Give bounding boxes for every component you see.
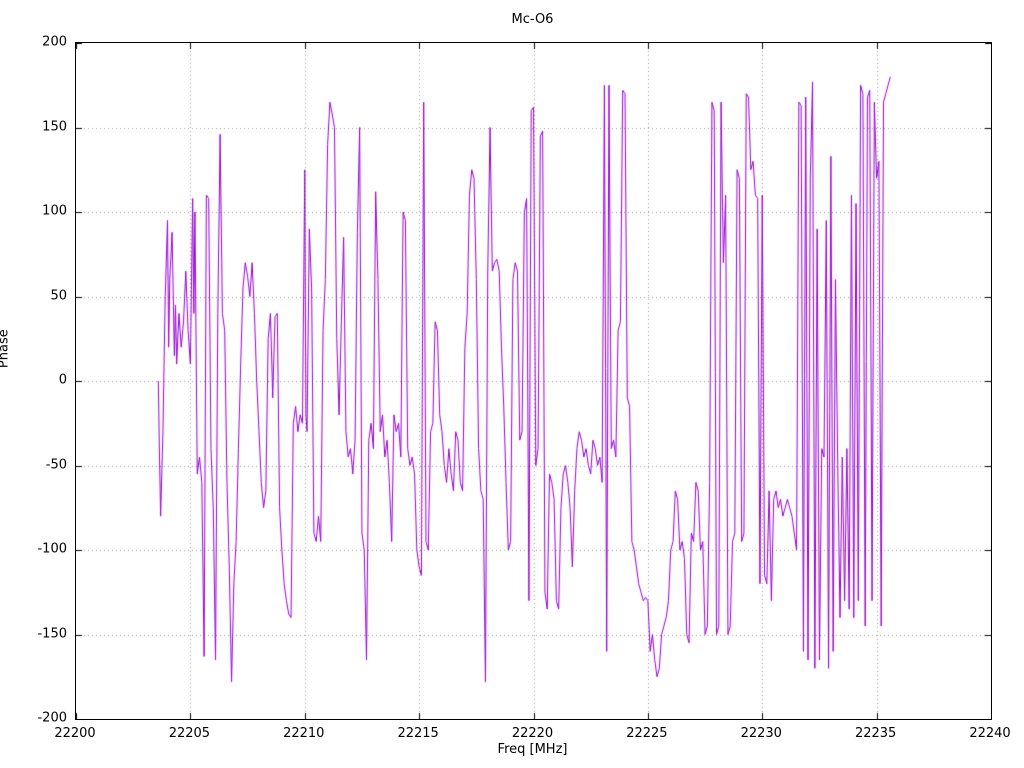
x-tick-label: 22235 bbox=[854, 726, 897, 741]
plot-area bbox=[75, 42, 992, 720]
y-tick-label: -150 bbox=[37, 626, 67, 641]
x-tick-label: 22210 bbox=[283, 726, 325, 741]
x-tick-label: 22200 bbox=[54, 726, 96, 741]
y-axis-label: Phase bbox=[0, 329, 12, 369]
y-tick-label: 0 bbox=[58, 372, 67, 388]
x-tick-label: 22215 bbox=[397, 726, 439, 741]
x-tick-label: 22220 bbox=[511, 726, 554, 741]
plot-canvas bbox=[76, 43, 991, 719]
y-tick-label: 100 bbox=[42, 203, 67, 219]
y-tick-label: -200 bbox=[37, 710, 67, 726]
x-tick-label: 22240 bbox=[969, 726, 1011, 741]
y-tick-label: -100 bbox=[37, 541, 67, 557]
x-tick-label: 22205 bbox=[168, 726, 211, 741]
chart-title: Mc-O6 bbox=[511, 12, 554, 27]
x-axis-label: Freq [MHz] bbox=[497, 742, 568, 757]
y-tick-label: 150 bbox=[42, 119, 67, 134]
x-tick-label: 22230 bbox=[740, 726, 782, 741]
y-tick-label: 50 bbox=[50, 288, 67, 303]
y-tick-label: -50 bbox=[45, 457, 67, 472]
x-tick-label: 22225 bbox=[626, 726, 668, 741]
y-tick-label: 200 bbox=[42, 34, 67, 50]
